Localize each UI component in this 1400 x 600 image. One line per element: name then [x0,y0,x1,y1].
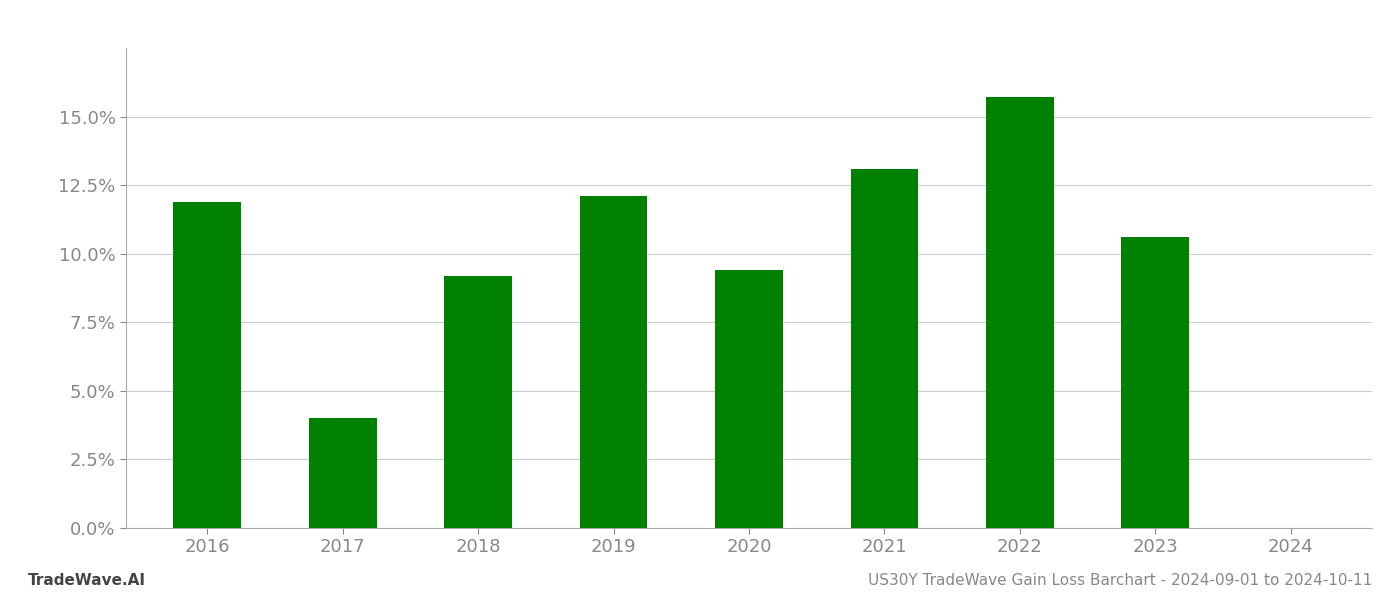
Bar [986,97,1054,528]
Bar [174,202,241,528]
Bar [309,418,377,528]
Text: TradeWave.AI: TradeWave.AI [28,573,146,588]
Bar [1121,237,1189,528]
Bar [580,196,647,528]
Bar [715,270,783,528]
Text: US30Y TradeWave Gain Loss Barchart - 2024-09-01 to 2024-10-11: US30Y TradeWave Gain Loss Barchart - 202… [868,573,1372,588]
Bar [851,169,918,528]
Bar [444,275,512,528]
